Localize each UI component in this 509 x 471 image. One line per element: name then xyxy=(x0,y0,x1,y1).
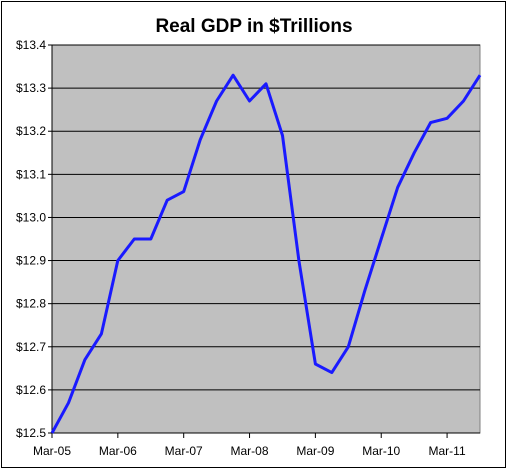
x-tick-label: Mar-10 xyxy=(362,444,400,458)
y-tick-label: $12.8 xyxy=(16,297,46,311)
x-tick-label: Mar-05 xyxy=(33,444,71,458)
y-tick-label: $13.2 xyxy=(16,124,46,138)
y-tick-label: $12.9 xyxy=(16,254,46,268)
chart-title: Real GDP in $Trillions xyxy=(155,16,352,37)
x-tick-label: Mar-11 xyxy=(429,444,466,458)
plot-area xyxy=(51,44,481,434)
y-tick-label: $12.7 xyxy=(16,340,46,354)
y-tick-label: $13.4 xyxy=(16,38,46,52)
x-tick-label: Mar-09 xyxy=(296,444,334,458)
x-tick-label: Mar-08 xyxy=(231,444,269,458)
y-tick-label: $13.1 xyxy=(16,167,46,181)
x-tick-label: Mar-06 xyxy=(99,444,137,458)
y-tick-label: $13.3 xyxy=(16,81,46,95)
y-tick-label: $12.6 xyxy=(16,383,46,397)
y-tick-label: $13.0 xyxy=(16,210,46,224)
x-tick-label: Mar-07 xyxy=(165,444,203,458)
y-tick-label: $12.5 xyxy=(16,426,46,440)
gdp-series-line xyxy=(50,73,482,434)
